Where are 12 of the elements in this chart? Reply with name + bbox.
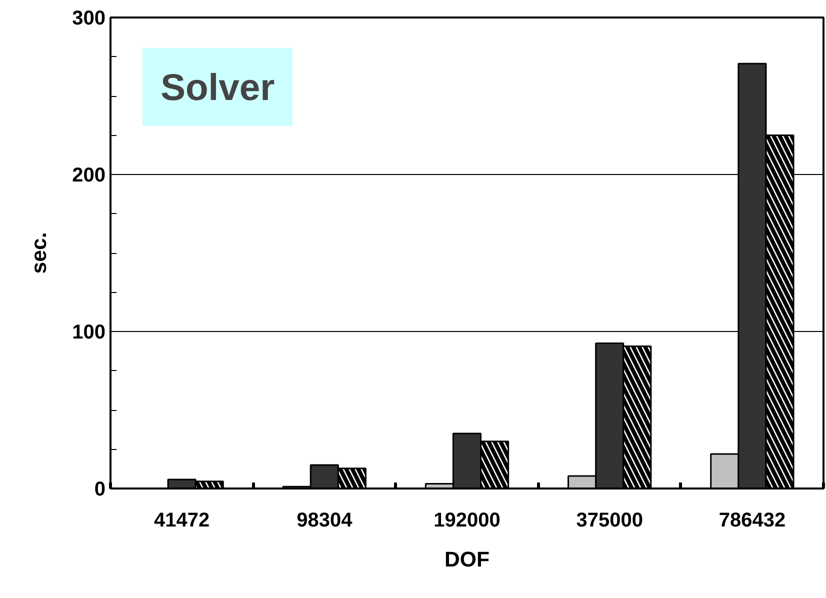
annotation: Solver — [160, 66, 275, 108]
x-tick-label: 98304 — [296, 510, 354, 532]
x-tick-label: 192000 — [434, 510, 500, 532]
y-axis-title: sec. — [27, 232, 52, 274]
y-tick-label: 300 — [72, 8, 106, 30]
y-tick-label: 100 — [72, 322, 106, 344]
x-tick-label: 41472 — [154, 510, 210, 532]
y-tick-label: 0 — [94, 478, 106, 500]
x-tick-label: 786432 — [718, 510, 786, 532]
x-axis-title: DOF — [444, 548, 490, 572]
x-tick-label: 375000 — [576, 510, 643, 532]
y-tick-label: 200 — [72, 164, 106, 186]
